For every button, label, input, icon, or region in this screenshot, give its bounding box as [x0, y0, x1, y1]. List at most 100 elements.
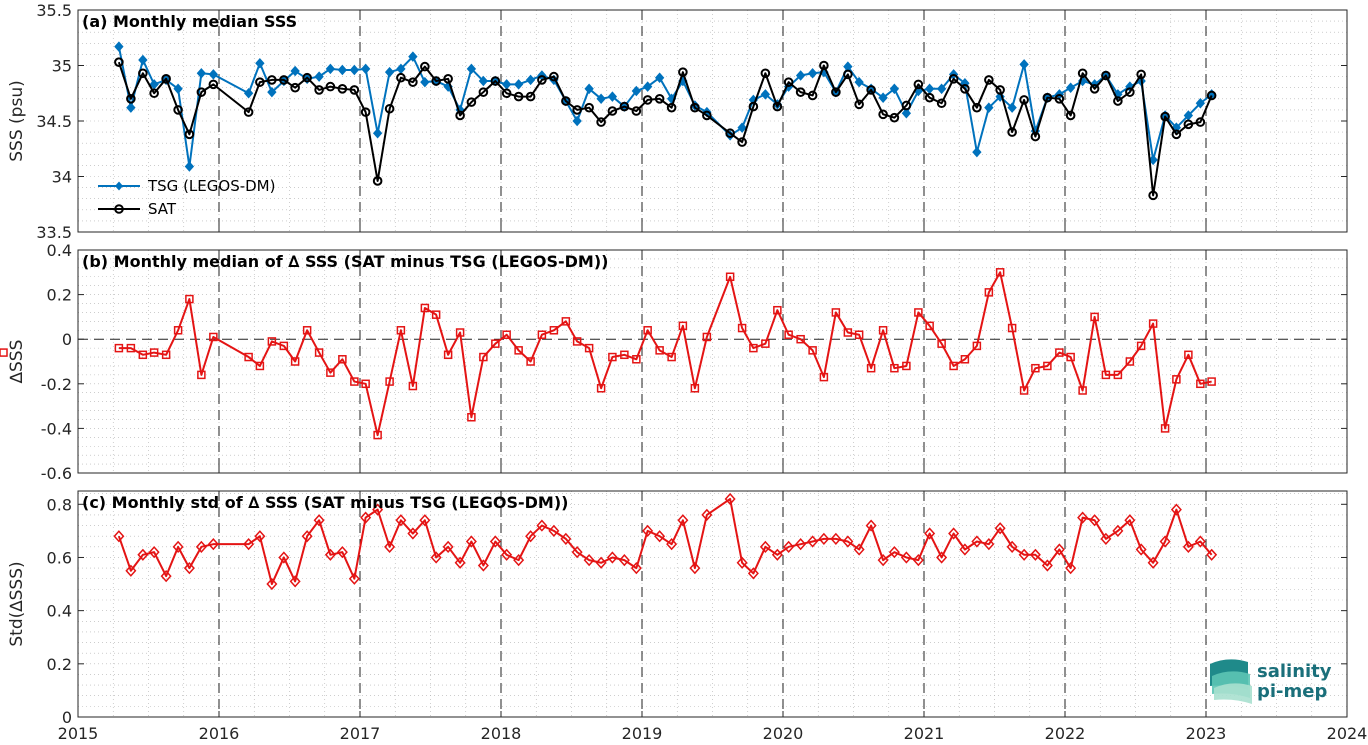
panel-title-a: (a) Monthly median SSS [82, 12, 297, 31]
data-point [408, 77, 418, 87]
data-point [148, 546, 160, 559]
data-point [995, 85, 1005, 95]
data-point [267, 337, 277, 346]
data-point [795, 538, 807, 551]
data-point [502, 330, 511, 339]
data-point [877, 554, 889, 567]
xtick-label: 2017 [340, 724, 381, 743]
data-point [1184, 350, 1193, 360]
data-point [666, 102, 677, 113]
data-point [243, 538, 255, 551]
data-point [478, 75, 489, 87]
ytick-label-a: 34 [52, 168, 72, 187]
data-point [618, 554, 630, 567]
data-point [912, 554, 924, 567]
data-point [631, 106, 642, 116]
series-a-1 [114, 57, 1217, 201]
data-point [208, 79, 219, 90]
data-point [807, 535, 819, 548]
data-point [338, 355, 347, 364]
data-point [807, 68, 818, 79]
plot-area-b [78, 250, 1347, 473]
data-point [396, 72, 406, 83]
data-point [760, 89, 771, 100]
data-point [655, 346, 664, 355]
data-point [209, 332, 218, 342]
data-point [959, 543, 971, 556]
data-point [1125, 357, 1135, 366]
data-point [243, 87, 254, 99]
ytick-label-b: -0.4 [41, 419, 72, 438]
data-point [571, 546, 583, 559]
data-point [1196, 379, 1205, 389]
data-point [994, 522, 1006, 535]
data-point [866, 363, 876, 373]
data-point [1194, 535, 1206, 548]
data-point [1113, 370, 1123, 380]
data-point [489, 535, 501, 548]
xtick-label: 2021 [904, 724, 945, 743]
data-point [465, 535, 477, 548]
xtick-label: 2024 [1327, 724, 1368, 743]
data-point [161, 74, 171, 84]
data-point [514, 346, 523, 355]
data-point [455, 328, 465, 337]
data-point [972, 341, 982, 351]
data-point [455, 110, 465, 121]
data-point [360, 63, 371, 75]
data-point [984, 102, 994, 113]
data-point [878, 92, 888, 103]
data-point [642, 81, 653, 92]
data-point [490, 76, 501, 86]
data-point [360, 511, 372, 524]
data-point [1147, 556, 1159, 569]
data-point [525, 74, 536, 86]
data-point [372, 127, 383, 139]
panel-b: -0.6 -0.4 -0.2 0 0.2 0.4 ∆SSS (b) Monthly media… [0, 241, 1348, 483]
data-point [607, 106, 618, 116]
data-point [349, 64, 360, 76]
data-point [0, 348, 8, 357]
data-point [632, 355, 641, 364]
data-point [689, 561, 701, 575]
data-point [1170, 503, 1182, 516]
data-point [642, 95, 653, 105]
ytick-label-c: 0.4 [47, 602, 72, 621]
ytick-label-b: 0.4 [47, 241, 72, 260]
data-point [831, 87, 841, 97]
ylabel-b: ∆SSS [7, 340, 27, 385]
data-point [1043, 361, 1052, 371]
data-point [607, 91, 618, 102]
data-point [325, 81, 336, 92]
data-point [137, 548, 149, 561]
data-point [138, 54, 148, 66]
data-point [783, 77, 794, 87]
data-point [1207, 377, 1216, 386]
ytick-label-b: -0.6 [41, 464, 72, 483]
ytick-label-a: 35.5 [36, 1, 72, 20]
data-point [161, 350, 171, 360]
data-point [443, 350, 453, 360]
legend-label-tsg: TSG (LEGOS-DM) [147, 177, 275, 195]
data-point [842, 535, 854, 548]
data-point [1078, 386, 1087, 395]
data-point [138, 350, 148, 360]
data-point [924, 527, 936, 540]
data-point [853, 543, 865, 556]
data-point [313, 514, 325, 527]
data-point [254, 530, 266, 543]
data-point [526, 357, 535, 366]
data-point [983, 538, 995, 551]
data-point [854, 330, 864, 339]
data-point [537, 75, 547, 85]
logo-line1: salinity [1257, 661, 1332, 682]
data-point [1065, 561, 1077, 575]
axes-frame-b [77, 249, 1348, 474]
xtick-label: 2019 [622, 724, 663, 743]
data-point [596, 117, 606, 127]
data-point [865, 519, 877, 532]
data-point [1182, 540, 1194, 553]
data-point [807, 90, 818, 101]
salinity-pi-mep-logo: salinity pi-mep [1210, 659, 1332, 704]
data-point [279, 75, 289, 85]
